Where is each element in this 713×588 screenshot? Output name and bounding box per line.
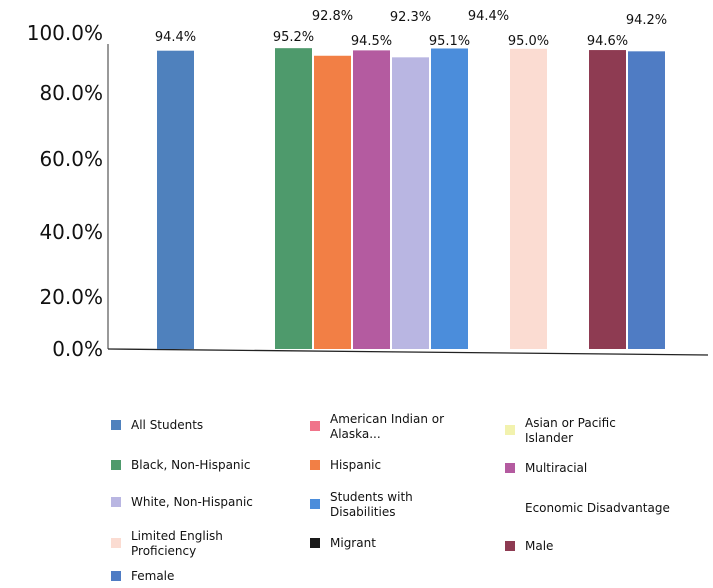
y-tick-label: 60.0% [39, 147, 103, 171]
legend-swatch [111, 460, 121, 470]
y-tick-label: 80.0% [39, 81, 103, 105]
legend-swatch [111, 497, 121, 507]
legend-swatch [310, 499, 320, 509]
legend-swatch [505, 463, 515, 473]
data-label: 92.3% [390, 10, 431, 25]
data-label: 92.8% [312, 9, 353, 24]
x-axis-line [107, 348, 709, 356]
y-tick-label: 40.0% [39, 220, 103, 244]
legend-swatch [505, 541, 515, 551]
legend-label: Students with Disabilities [330, 490, 413, 519]
bar [470, 50, 507, 350]
bar [431, 48, 468, 349]
legend-label: Economic Disadvantage [525, 501, 670, 515]
legend-swatch [111, 420, 121, 430]
legend-label: Limited English Proficiency [131, 529, 223, 558]
bar [275, 48, 312, 349]
legend-label: All Students [131, 418, 203, 432]
bar [510, 48, 547, 350]
y-tick-label: 0.0% [52, 337, 103, 361]
data-label: 95.1% [429, 34, 470, 49]
y-tick-label: 20.0% [39, 285, 103, 309]
legend-swatch [310, 538, 320, 548]
legend-swatch [111, 538, 121, 548]
legend-swatch [111, 571, 121, 581]
data-label: 94.4% [468, 9, 509, 24]
bar [353, 50, 390, 349]
legend-label: Multiracial [525, 461, 587, 475]
data-label: 95.0% [508, 34, 549, 49]
legend-swatch [310, 460, 320, 470]
legend-label: Asian or Pacific Islander [525, 416, 616, 445]
legend-label: Migrant [330, 536, 376, 550]
legend-label: Black, Non-Hispanic [131, 458, 250, 472]
bar [628, 51, 665, 349]
legend-label: Female [131, 569, 174, 583]
bar [157, 50, 194, 350]
legend-label: Male [525, 539, 553, 553]
data-label: 94.5% [351, 34, 392, 49]
data-label: 95.2% [273, 30, 314, 45]
data-label: 94.4% [155, 30, 196, 45]
y-tick-label: 100.0% [27, 21, 103, 45]
legend-label: American Indian or Alaska... [330, 412, 444, 441]
data-label: 94.6% [587, 34, 628, 49]
bar [589, 50, 626, 350]
legend-swatch [505, 425, 515, 435]
legend-label: White, Non-Hispanic [131, 495, 253, 509]
bar [314, 55, 351, 349]
legend-swatch [310, 421, 320, 431]
legend-label: Hispanic [330, 458, 381, 472]
bar [392, 57, 429, 349]
data-label: 94.2% [626, 13, 667, 28]
